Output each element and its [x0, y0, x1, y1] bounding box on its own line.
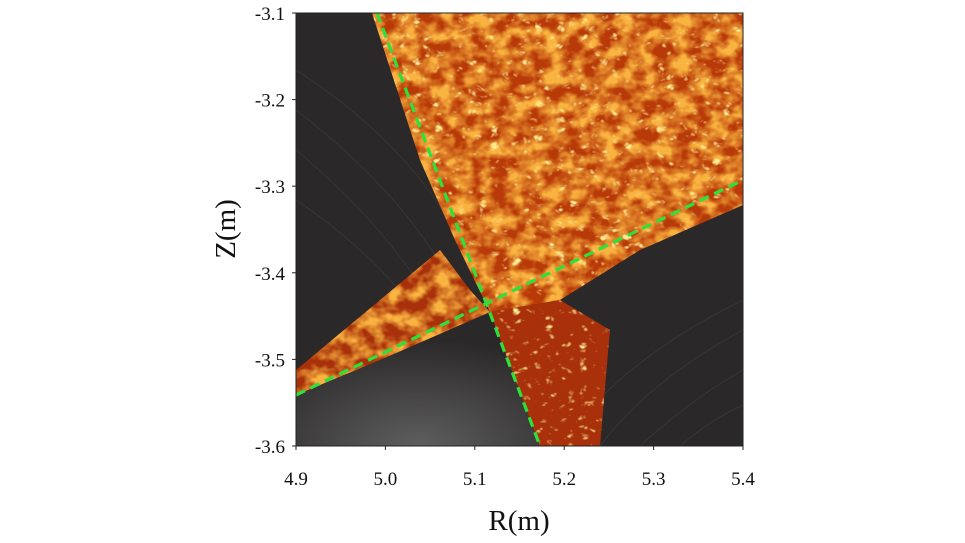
plot-area [296, 13, 743, 446]
mesh-lines [296, 69, 743, 446]
x-tick-label: 5.0 [374, 469, 398, 490]
x-axis-label: R(m) [488, 505, 549, 537]
right-divertor-leg-texture [490, 300, 610, 446]
x-tick-label: 5.2 [552, 469, 576, 490]
x-tick-label: 5.4 [731, 469, 755, 490]
separatrix [296, 13, 743, 446]
separatrix-line-shallow [296, 178, 743, 397]
plot-frame [295, 12, 744, 447]
divertor-region [296, 312, 540, 446]
y-tick-label: -3.5 [255, 350, 285, 371]
separatrix-line-steep [375, 13, 542, 446]
core-plasma-filaments [372, 13, 743, 312]
x-tick-label: 5.3 [642, 469, 666, 490]
y-tick-label: -3.3 [255, 177, 285, 198]
left-divertor-leg-texture [296, 250, 490, 395]
y-tick-label: -3.4 [255, 264, 286, 285]
y-tick-label: -3.1 [255, 4, 285, 25]
x-axis-ticks: 4.9 5.0 5.1 5.2 5.3 5.4 [284, 446, 755, 490]
x-tick-label: 5.1 [463, 469, 487, 490]
x-tick-label: 4.9 [284, 469, 308, 490]
y-axis-label: Z(m) [210, 199, 242, 259]
y-tick-label: -3.2 [255, 91, 285, 112]
y-axis-ticks: -3.1 -3.2 -3.3 -3.4 -3.5 -3.6 [255, 4, 296, 458]
y-tick-label: -3.6 [255, 437, 285, 458]
